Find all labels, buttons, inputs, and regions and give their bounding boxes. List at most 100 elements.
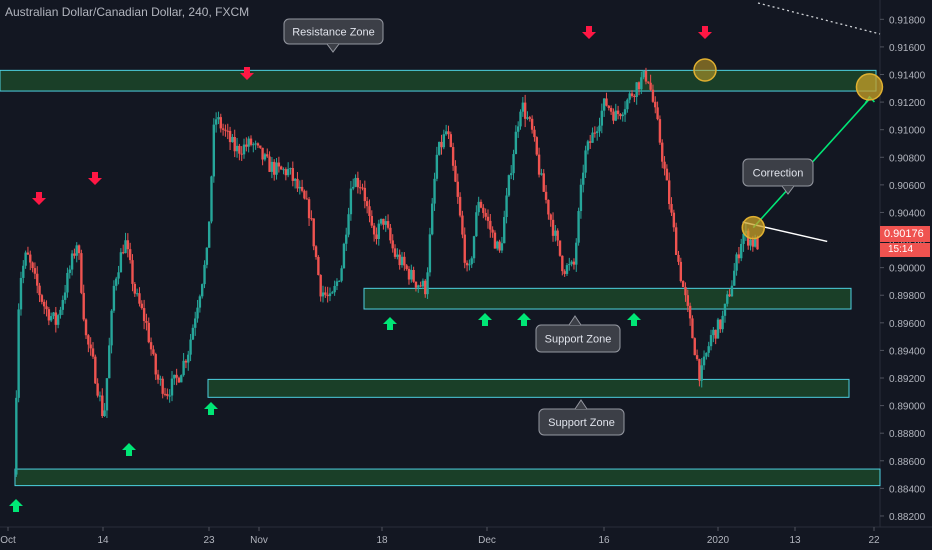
candle-body xyxy=(658,119,662,143)
candle-body xyxy=(372,225,376,235)
candle-body xyxy=(556,230,559,241)
chart-title: Australian Dollar/Canadian Dollar, 240, … xyxy=(5,5,250,19)
candle-body xyxy=(31,262,34,269)
candle-body xyxy=(677,254,680,262)
up-arrow-icon xyxy=(517,313,531,326)
support-zone-callout-upper-tail xyxy=(568,315,582,326)
candle-body xyxy=(493,232,497,249)
peak-circle xyxy=(693,58,717,82)
candle-body xyxy=(94,356,97,384)
candle-body xyxy=(210,176,213,222)
candle-body xyxy=(110,310,113,346)
candle-body xyxy=(719,319,722,330)
candle-body xyxy=(310,218,313,220)
candle-body xyxy=(707,346,710,353)
candle-body xyxy=(270,161,274,172)
candle-body xyxy=(319,274,322,297)
candle-body xyxy=(526,117,529,119)
candle-body xyxy=(59,309,62,316)
candle-body xyxy=(36,273,39,286)
candle-body xyxy=(456,181,459,197)
candle-body xyxy=(321,292,325,297)
candle-body xyxy=(38,285,41,296)
candle-body xyxy=(126,240,130,250)
candle-body xyxy=(307,199,311,219)
candle-body xyxy=(377,223,380,240)
candle-body xyxy=(753,237,757,247)
candle-body xyxy=(507,175,511,196)
down-arrow-icon xyxy=(32,192,46,205)
candle-body xyxy=(175,374,178,378)
candle-body xyxy=(352,186,355,189)
support-zone-callout-lower-label: Support Zone xyxy=(548,417,615,429)
candle-body xyxy=(447,131,450,135)
candle-body xyxy=(221,128,225,130)
candle-body xyxy=(400,256,404,266)
candle-body xyxy=(147,322,150,343)
candle-body xyxy=(342,243,346,269)
candle-body xyxy=(730,285,734,297)
price-tick-label: 0.91200 xyxy=(889,98,926,109)
price-tick-label: 0.91400 xyxy=(889,70,926,81)
candle-body xyxy=(575,242,578,265)
candle-body xyxy=(396,254,399,257)
candle-body xyxy=(135,293,139,295)
candle-body xyxy=(133,283,137,294)
candle-body xyxy=(428,234,432,273)
candle-body xyxy=(579,184,583,212)
candle-body xyxy=(198,296,202,308)
candle-body xyxy=(435,154,439,179)
candle-body xyxy=(286,168,290,176)
candle-body xyxy=(105,378,109,411)
candle-body xyxy=(463,234,466,263)
candle-body xyxy=(609,107,613,112)
candle-body xyxy=(616,110,620,115)
candle-body xyxy=(568,264,571,266)
candle-body xyxy=(312,218,315,247)
candle-body xyxy=(537,154,541,175)
candle-body xyxy=(756,237,759,250)
candle-body xyxy=(751,239,755,247)
candle-body xyxy=(324,292,327,295)
candle-body xyxy=(163,393,167,395)
zone-rect xyxy=(0,69,877,92)
candle-body xyxy=(358,187,362,189)
candle-body xyxy=(496,241,499,249)
candle-body xyxy=(479,201,483,208)
candle-body xyxy=(98,395,102,397)
down-arrow-icon xyxy=(88,172,102,185)
support-zone-callout-lower-tail xyxy=(574,399,588,410)
candle-body xyxy=(370,215,374,226)
candle-body xyxy=(498,241,501,251)
candle-body xyxy=(43,301,46,307)
price-tick-label: 0.88200 xyxy=(889,512,926,523)
candle-body xyxy=(166,393,169,396)
candle-body xyxy=(26,252,30,255)
candle-body xyxy=(521,102,525,112)
candle-body xyxy=(519,111,522,127)
candle-body xyxy=(407,268,411,280)
candle-body xyxy=(663,161,666,169)
candle-body xyxy=(279,166,283,170)
candle-body xyxy=(440,141,443,148)
candle-body xyxy=(289,168,292,170)
candle-body xyxy=(349,188,353,215)
candle-body xyxy=(389,227,392,241)
candle-body xyxy=(398,254,401,266)
candle-body xyxy=(131,260,134,284)
up-arrow-icon xyxy=(383,317,397,330)
candle-body xyxy=(665,168,669,181)
candle-body xyxy=(177,377,181,383)
candle-body xyxy=(207,221,211,248)
candle-body xyxy=(419,285,422,287)
zone-rect xyxy=(363,287,852,310)
candle-body xyxy=(122,252,125,254)
candle-body xyxy=(391,240,394,249)
candle-body xyxy=(489,220,492,230)
candle-body xyxy=(442,134,446,148)
candle-body xyxy=(361,187,364,189)
candle-body xyxy=(535,137,538,155)
candle-body xyxy=(112,285,116,311)
